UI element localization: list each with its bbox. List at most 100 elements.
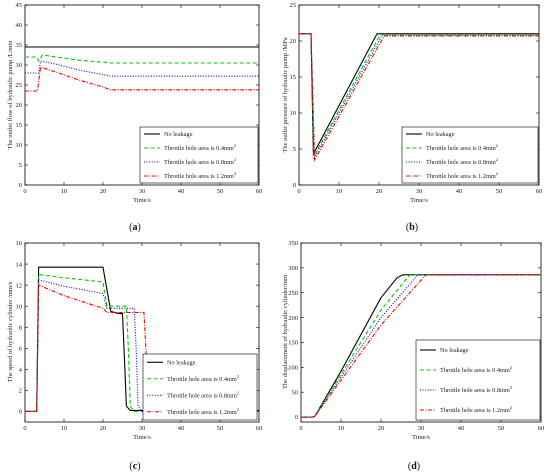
series-line-1 xyxy=(301,274,541,418)
legend-entry: Throttle hole area is 0.8mm2 xyxy=(426,157,498,166)
y-tick-label: 15 xyxy=(16,122,23,129)
y-tick-label: 5 xyxy=(19,162,22,169)
legend-entry: Throttle hole area is 0.4mm2 xyxy=(164,143,236,152)
y-axis-title: The speed of hydraulic cylinder /mm/s xyxy=(7,281,14,382)
x-tick-label: 10 xyxy=(336,188,343,195)
chart-panel-0: 0 10 20 30 40 50 60 0 5 10 15 20 25 30 35 40 45 Time/s The… xyxy=(7,2,262,233)
y-tick-label: 20 xyxy=(290,38,297,45)
x-tick-label: 40 xyxy=(178,425,185,432)
y-axis-title: The displacement of hydraulic cylinder/m… xyxy=(282,275,289,389)
y-tick-label: 5 xyxy=(293,146,296,153)
x-axis-title: Time/s xyxy=(410,197,428,204)
y-tick-label: 0 xyxy=(19,182,22,189)
x-tick-label: 20 xyxy=(100,425,107,432)
y-tick-label: 200 xyxy=(288,315,298,322)
y-tick-label: 30 xyxy=(16,62,23,69)
x-tick-label: 10 xyxy=(61,188,68,195)
x-tick-label: 10 xyxy=(338,425,345,432)
x-tick-label: 60 xyxy=(536,188,543,195)
x-tick-label: 0 xyxy=(23,425,26,432)
legend-box xyxy=(139,126,259,184)
y-tick-label: 150 xyxy=(288,340,298,347)
chart-panel-3: 0 10 20 30 40 50 60 0 50 100 150 200 250 300 350 Time/s… xyxy=(282,240,544,472)
x-tick-label: 50 xyxy=(496,188,503,195)
series-line-0 xyxy=(301,274,541,418)
y-tick-label: 25 xyxy=(290,2,297,9)
chart-panel-1: 0 10 20 30 40 50 60 0 5 10 15 20 25 Time/s The outlet … xyxy=(282,2,542,233)
x-tick-label: 30 xyxy=(139,425,146,432)
y-tick-label: 10 xyxy=(16,142,23,149)
series-line-1 xyxy=(25,54,259,64)
legend-entry: Throttle hole area is 0.8mm2 xyxy=(440,385,512,394)
legend-entry: No leakage xyxy=(164,131,193,138)
x-tick-label: 30 xyxy=(416,188,423,195)
series-line-2 xyxy=(299,33,539,160)
series-line-2 xyxy=(25,60,259,77)
legend-entry: Throttle hole area is 1.2mm2 xyxy=(440,405,512,414)
y-tick-label: 10 xyxy=(16,303,23,310)
x-tick-label: 0 xyxy=(299,425,302,432)
y-tick-label: 6 xyxy=(19,345,23,352)
series-line-3 xyxy=(25,66,259,92)
legend-entry: Throttle hole area is 0.4mm2 xyxy=(426,143,498,152)
y-tick-label: 14 xyxy=(16,261,23,268)
x-tick-label: 20 xyxy=(100,188,107,195)
legend-entry: No leakage xyxy=(167,359,196,366)
x-tick-label: 50 xyxy=(217,188,224,195)
y-axis-title: The outlet pressure of hydraulic pump /M… xyxy=(282,37,289,152)
legend-entry: No leakage xyxy=(440,347,469,354)
legend-box xyxy=(415,339,541,421)
y-tick-label: 35 xyxy=(16,42,23,49)
panel-label: (b) xyxy=(406,222,418,233)
y-tick-label: 0 xyxy=(19,409,22,416)
x-axis-title: Time/s xyxy=(133,434,151,441)
x-axis-title: Time/s xyxy=(133,197,151,204)
x-tick-label: 30 xyxy=(418,425,425,432)
x-axis-title: Time/s xyxy=(412,434,430,441)
legend-entry: Throttle hole area is 1.2mm2 xyxy=(164,171,236,180)
legend: No leakage Throttle hole area is 0.4mm2 Th… xyxy=(142,353,258,421)
legend-box xyxy=(401,126,539,184)
x-tick-label: 30 xyxy=(139,188,146,195)
series-line-3 xyxy=(301,274,541,418)
x-tick-label: 60 xyxy=(538,425,545,432)
chart-panel-2: 0 10 20 30 40 50 60 0 2 4 6 8 10 12 14 16 Time/s The spee… xyxy=(7,240,262,472)
x-tick-label: 40 xyxy=(458,425,465,432)
x-tick-label: 50 xyxy=(217,425,224,432)
y-tick-label: 2 xyxy=(19,388,22,395)
legend-entry: Throttle hole area is 0.8mm2 xyxy=(167,390,239,399)
legend-entry: Throttle hole area is 0.8mm2 xyxy=(164,157,236,166)
y-tick-label: 16 xyxy=(16,240,23,247)
y-tick-label: 350 xyxy=(288,240,298,247)
x-tick-label: 40 xyxy=(178,188,185,195)
y-tick-label: 50 xyxy=(292,389,299,396)
legend-box xyxy=(142,353,258,421)
legend-entry: Throttle hole area is 1.2mm2 xyxy=(426,171,498,180)
x-tick-label: 50 xyxy=(498,425,505,432)
x-tick-label: 60 xyxy=(256,188,263,195)
series-line-2 xyxy=(301,274,541,418)
x-tick-label: 40 xyxy=(456,188,463,195)
y-tick-label: 25 xyxy=(16,82,23,89)
y-tick-label: 100 xyxy=(288,365,298,372)
legend: No leakage Throttle hole area is 0.4mm2 Th… xyxy=(415,339,541,421)
y-tick-label: 0 xyxy=(293,182,296,189)
y-tick-label: 8 xyxy=(19,324,22,331)
legend-entry: Throttle hole area is 0.4mm2 xyxy=(167,374,239,383)
legend: No leakage Throttle hole area is 0.4mm2 Th… xyxy=(401,126,539,184)
y-tick-label: 0 xyxy=(295,414,298,421)
panel-label: (c) xyxy=(129,461,140,472)
x-tick-label: 10 xyxy=(61,425,68,432)
y-tick-label: 40 xyxy=(16,22,23,29)
y-tick-label: 300 xyxy=(288,265,298,272)
y-tick-label: 4 xyxy=(19,367,23,374)
y-tick-label: 45 xyxy=(16,2,23,9)
x-tick-label: 60 xyxy=(256,425,263,432)
y-tick-label: 10 xyxy=(290,110,297,117)
y-tick-label: 15 xyxy=(290,74,297,81)
legend-entry: No leakage xyxy=(426,131,455,138)
y-tick-label: 12 xyxy=(16,282,23,289)
y-tick-label: 250 xyxy=(288,290,298,297)
series-line-3 xyxy=(299,33,539,162)
